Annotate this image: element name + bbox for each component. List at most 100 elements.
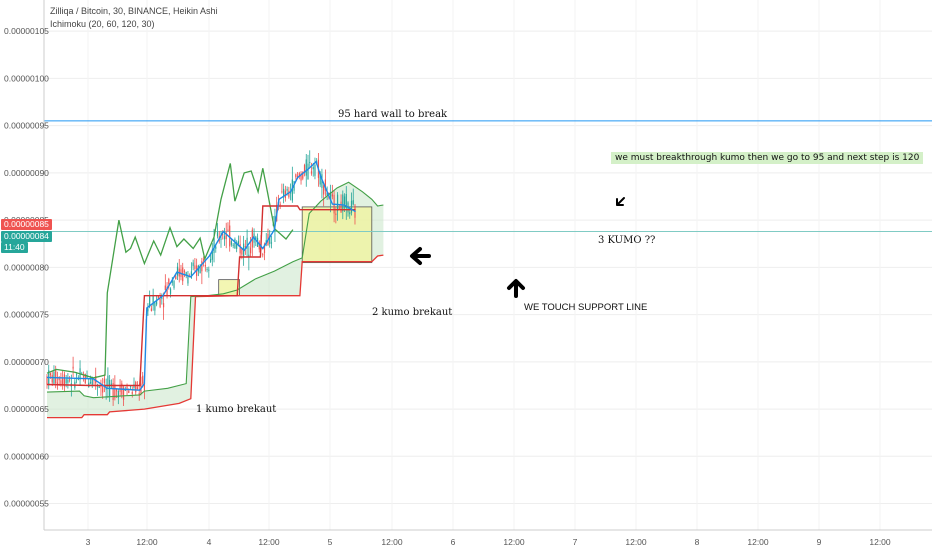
candle-body <box>223 236 226 240</box>
candle-body <box>147 308 149 312</box>
candle-body <box>270 242 273 244</box>
candle-body <box>91 377 93 386</box>
candle-body <box>152 295 154 306</box>
candle-body <box>222 234 224 236</box>
candle-body <box>60 380 62 385</box>
x-tick-label: 12:00 <box>258 537 280 547</box>
y-tick-label: 0.00000090 <box>4 168 49 178</box>
candle-body <box>279 203 281 205</box>
candle-body <box>323 185 325 195</box>
candle-body <box>56 382 59 385</box>
candle-body <box>49 373 52 376</box>
candle-body <box>220 238 222 240</box>
candle-body <box>154 302 156 311</box>
chart-title: Zilliqa / Bitcoin, 30, BINANCE, Heikin A… <box>50 6 218 16</box>
candle-body <box>86 375 88 379</box>
y-tick-label: 0.00000100 <box>4 73 49 83</box>
price-tag-timer: 11:40 <box>1 242 28 253</box>
candle-body <box>349 212 351 215</box>
annotation-kumo1: 1 kumo brekaut <box>196 404 276 415</box>
candle-body <box>340 201 342 213</box>
candle-body <box>128 390 130 393</box>
y-tick-label: 0.00000075 <box>4 310 49 320</box>
candle-body <box>300 173 302 181</box>
candle-body <box>307 163 309 180</box>
x-tick-label: 5 <box>328 537 333 547</box>
candle-body <box>330 191 332 201</box>
candle-body <box>309 161 311 164</box>
candle-body <box>55 369 57 384</box>
candle-body <box>175 276 177 280</box>
candle-body <box>263 244 266 254</box>
candle-body <box>295 174 297 178</box>
candle-body <box>350 200 353 213</box>
candle-body <box>326 192 328 196</box>
arrow-up-icon <box>507 279 525 298</box>
x-tick-label: 9 <box>817 537 822 547</box>
candle-body <box>201 261 203 272</box>
chikou-span-line <box>46 163 294 379</box>
candle-body <box>110 383 112 385</box>
annotation-kumo2: 2 kumo brekaut <box>372 307 452 318</box>
candle-body <box>241 248 243 255</box>
candle-body <box>230 241 233 245</box>
kijun-sen-line <box>46 205 356 387</box>
candle-body <box>342 194 344 212</box>
candle-body <box>204 264 206 267</box>
candle-body <box>63 374 65 387</box>
candle-body <box>112 382 114 401</box>
candle-body <box>284 190 286 198</box>
candle-body <box>213 237 215 254</box>
candle-body <box>143 382 146 392</box>
x-tick-label: 12:00 <box>869 537 891 547</box>
candle-body <box>345 194 347 209</box>
annotation-support: WE TOUCH SUPPORT LINE <box>524 302 647 313</box>
candle-body <box>136 387 139 389</box>
y-tick-label: 0.00000095 <box>4 121 49 131</box>
candle-body <box>62 378 64 385</box>
candle-body <box>236 242 238 249</box>
price-tag-red: 0.00000085 <box>1 219 52 230</box>
candle-body <box>232 244 234 246</box>
candle-body <box>114 384 116 399</box>
candle-body <box>203 259 205 261</box>
candle-body <box>135 381 137 393</box>
x-tick-label: 12:00 <box>625 537 647 547</box>
candle-body <box>237 241 239 244</box>
arrow-small-icon <box>616 197 625 206</box>
candle-body <box>82 375 85 377</box>
candle-body <box>157 295 159 300</box>
candles-group <box>46 150 356 407</box>
x-tick-label: 6 <box>451 537 456 547</box>
candle-body <box>173 280 175 288</box>
candle-body <box>206 268 208 270</box>
candle-body <box>131 392 133 394</box>
candle-body <box>168 278 170 285</box>
candle-body <box>162 303 165 308</box>
kumo-cloud <box>47 182 384 418</box>
candle-body <box>288 190 290 198</box>
y-tick-label: 0.00000060 <box>4 451 49 461</box>
y-tick-label: 0.00000105 <box>4 26 49 36</box>
candle-body <box>324 179 326 191</box>
candle-body <box>183 270 186 272</box>
candle-body <box>335 213 337 216</box>
candle-body <box>75 374 78 376</box>
senkou-span-a-line <box>46 181 384 399</box>
candle-body <box>58 377 60 381</box>
candle-body <box>103 378 106 383</box>
candle-body <box>122 387 125 400</box>
x-tick-label: 7 <box>573 537 578 547</box>
candle-body <box>312 167 314 170</box>
candle-body <box>65 379 67 384</box>
candle-body <box>331 194 333 197</box>
x-tick-label: 12:00 <box>503 537 525 547</box>
candle-body <box>51 375 53 383</box>
candle-body <box>302 171 304 179</box>
candle-body <box>234 238 236 249</box>
candle-body <box>208 269 210 271</box>
candle-body <box>352 200 354 205</box>
x-tick-label: 12:00 <box>381 537 403 547</box>
candle-body <box>229 225 231 247</box>
